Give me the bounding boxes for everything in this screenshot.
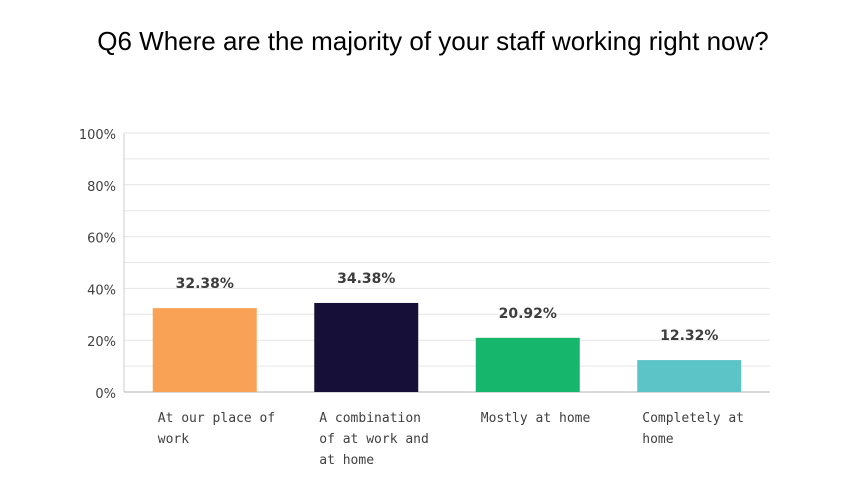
- x-tick-label: A combination: [319, 411, 421, 426]
- y-tick-label: 80%: [87, 180, 116, 195]
- y-tick-label: 60%: [87, 232, 116, 247]
- x-tick-label: home: [642, 432, 673, 447]
- bar: [152, 308, 257, 392]
- x-tick-label: at home: [319, 453, 374, 468]
- x-tick-label: At our place of: [158, 411, 275, 426]
- x-axis-labels: At our place of work A combination of at wo…: [158, 411, 744, 468]
- x-tick-label: Completely at: [642, 411, 744, 426]
- y-tick-label: 40%: [87, 283, 116, 298]
- x-tick-label: Mostly at home: [481, 411, 591, 426]
- y-axis-ticks: 0% 20% 40% 60% 80% 100%: [79, 128, 116, 402]
- value-labels: 32.38% 34.38% 20.92% 12.32%: [176, 271, 719, 344]
- value-label: 20.92%: [499, 306, 557, 322]
- x-tick-label: work: [158, 432, 189, 447]
- x-tick-label: of at work and: [319, 432, 429, 447]
- bar: [314, 302, 419, 392]
- bars: [152, 302, 742, 392]
- y-tick-label: 100%: [79, 128, 116, 143]
- y-tick-label: 0%: [95, 387, 116, 402]
- value-label: 34.38%: [337, 271, 395, 287]
- bar: [475, 337, 580, 392]
- bar: [637, 360, 742, 392]
- y-tick-label: 20%: [87, 335, 116, 350]
- value-label: 32.38%: [176, 276, 234, 292]
- chart-title: Q6 Where are the majority of your staff …: [97, 26, 769, 56]
- value-label: 12.32%: [660, 328, 718, 344]
